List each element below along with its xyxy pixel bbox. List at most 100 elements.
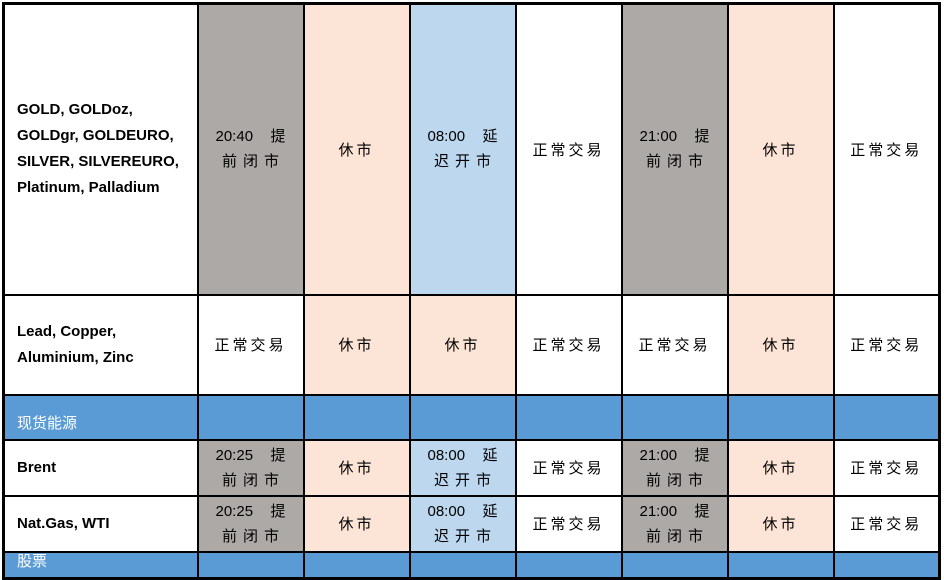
- section-band-cell: [302, 550, 411, 579]
- instrument-label: GOLD, GOLDoz, GOLDgr, GOLDEURO, SILVER, …: [2, 2, 199, 296]
- schedule-cell-normal: 正常交易: [514, 293, 623, 396]
- cell-status-text: 休市: [762, 460, 799, 477]
- cell-status-text: 休市: [338, 141, 375, 159]
- section-band-cell: [514, 550, 623, 579]
- section-band-cell: [620, 393, 729, 441]
- cell-time-line: 20:25 提: [215, 502, 286, 520]
- schedule-cell-normal: 正常交易: [514, 2, 623, 296]
- label-text: Nat.Gas, WTI: [17, 514, 110, 532]
- schedule-cell-late-open: 08:00 延迟开市: [408, 438, 517, 497]
- schedule-cell-late-open: 08:00 延迟开市: [408, 494, 517, 553]
- cell-status-text: 休市: [762, 516, 799, 533]
- schedule-cell-closed: 休市: [726, 293, 835, 396]
- cell-time-line: 21:00 提: [639, 446, 710, 464]
- instrument-label: Brent: [2, 438, 199, 497]
- schedule-row: Lead, Copper, Aluminium, Zinc 正常交易 休市 休市 正常交…: [2, 293, 941, 396]
- cell-status-text: 休市: [762, 337, 799, 354]
- cell-action-line: 前闭市: [221, 471, 285, 489]
- cell-action-line: 迟开市: [433, 527, 497, 545]
- cell-action-line: 前闭市: [645, 471, 709, 489]
- schedule-cell-normal: 正常交易: [832, 438, 941, 497]
- cell-status-text: 休市: [338, 337, 375, 354]
- schedule-cell-early-close: 20:40 提前闭市: [196, 2, 305, 296]
- label-text: GOLD, GOLDoz, GOLDgr, GOLDEURO, SILVER, …: [17, 101, 179, 197]
- cell-action-line: 前闭市: [645, 153, 709, 171]
- cell-status-text: 正常交易: [214, 337, 287, 354]
- section-band-cell: [408, 550, 517, 579]
- schedule-cell-normal: 正常交易: [832, 2, 941, 296]
- section-band-cell: [620, 550, 729, 579]
- cell-status-text: 正常交易: [850, 516, 923, 533]
- cell-action-line: 前闭市: [221, 527, 285, 545]
- section-band-cell: [302, 393, 411, 441]
- label-text: 股票: [17, 552, 48, 570]
- schedule-row: GOLD, GOLDoz, GOLDgr, GOLDEURO, SILVER, …: [2, 2, 941, 296]
- cell-action-line: 迟开市: [433, 153, 497, 171]
- schedule-cell-closed: 休市: [408, 293, 517, 396]
- schedule-cell-closed: 休市: [302, 2, 411, 296]
- section-band-row: 现货能源: [2, 393, 941, 441]
- schedule-cell-early-close: 21:00 提前闭市: [620, 2, 729, 296]
- schedule-cell-early-close: 21:00 提前闭市: [620, 494, 729, 553]
- section-band-label: 股票: [2, 550, 199, 579]
- cell-status-text: 正常交易: [532, 460, 605, 477]
- cell-status-text: 正常交易: [850, 337, 923, 354]
- cell-status-text: 休市: [762, 141, 799, 159]
- schedule-cell-closed: 休市: [726, 2, 835, 296]
- schedule-cell-normal: 正常交易: [514, 438, 623, 497]
- label-text: Lead, Copper, Aluminium, Zinc: [17, 322, 134, 366]
- cell-status-text: 休市: [444, 337, 481, 354]
- schedule-row: Nat.Gas, WTI 20:25 提前闭市 休市 08:00 延迟开市 正常交易 21:0…: [2, 494, 941, 553]
- section-band-cell: [832, 550, 941, 579]
- schedule-cell-closed: 休市: [302, 494, 411, 553]
- section-band-cell: [196, 393, 305, 441]
- label-text: 现货能源: [17, 414, 78, 432]
- schedule-cell-normal: 正常交易: [832, 494, 941, 553]
- cell-status-text: 正常交易: [850, 460, 923, 477]
- schedule-cell-early-close: 20:25 提前闭市: [196, 494, 305, 553]
- schedule-cell-closed: 休市: [726, 438, 835, 497]
- section-band-cell: [832, 393, 941, 441]
- schedule-cell-early-close: 21:00 提前闭市: [620, 438, 729, 497]
- cell-time-line: 21:00 提: [639, 502, 710, 520]
- schedule-cell-normal: 正常交易: [514, 494, 623, 553]
- section-band-cell: [196, 550, 305, 579]
- cell-time-line: 20:25 提: [215, 446, 286, 464]
- cell-time-line: 21:00 提: [639, 128, 710, 146]
- cell-time-line: 08:00 延: [427, 128, 498, 146]
- schedule-cell-closed: 休市: [302, 293, 411, 396]
- cell-action-line: 前闭市: [221, 153, 285, 171]
- schedule-cell-late-open: 08:00 延迟开市: [408, 2, 517, 296]
- cell-time-line: 08:00 延: [427, 502, 498, 520]
- section-band-cell: [726, 393, 835, 441]
- schedule-cell-early-close: 20:25 提前闭市: [196, 438, 305, 497]
- section-band-label: 现货能源: [2, 393, 199, 441]
- schedule-cell-normal: 正常交易: [832, 293, 941, 396]
- label-text: Brent: [17, 458, 57, 476]
- schedule-row: Brent 20:25 提前闭市 休市 08:00 延迟开市 正常交易 21:00 提前闭市 休市…: [2, 438, 941, 497]
- section-band-row: 股票: [2, 550, 941, 579]
- section-band-cell: [514, 393, 623, 441]
- cell-time-line: 08:00 延: [427, 446, 498, 464]
- cell-time-line: 20:40 提: [215, 128, 286, 146]
- cell-status-text: 正常交易: [532, 141, 605, 159]
- cell-status-text: 正常交易: [850, 141, 923, 159]
- schedule-cell-closed: 休市: [726, 494, 835, 553]
- schedule-cell-normal: 正常交易: [196, 293, 305, 396]
- cell-status-text: 休市: [338, 460, 375, 477]
- schedule-cell-normal: 正常交易: [620, 293, 729, 396]
- schedule-cell-closed: 休市: [302, 438, 411, 497]
- section-band-cell: [408, 393, 517, 441]
- cell-status-text: 正常交易: [532, 337, 605, 354]
- instrument-label: Nat.Gas, WTI: [2, 494, 199, 553]
- section-band-cell: [726, 550, 835, 579]
- cell-status-text: 正常交易: [532, 516, 605, 533]
- cell-action-line: 前闭市: [645, 527, 709, 545]
- cell-action-line: 迟开市: [433, 471, 497, 489]
- cell-status-text: 休市: [338, 516, 375, 533]
- instrument-label: Lead, Copper, Aluminium, Zinc: [2, 293, 199, 396]
- cell-status-text: 正常交易: [638, 337, 711, 354]
